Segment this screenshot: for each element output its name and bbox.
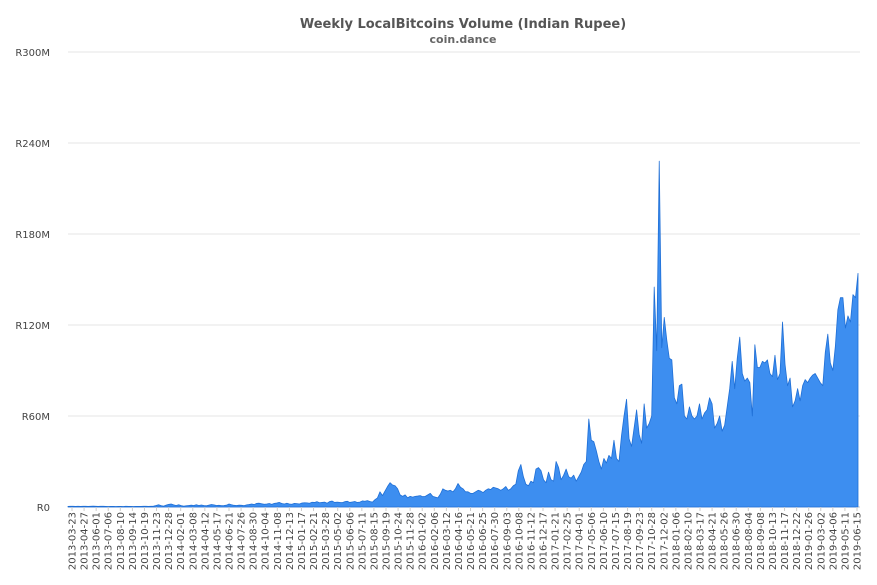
y-tick-label: R300M	[15, 48, 50, 59]
chart-title: Weekly LocalBitcoins Volume (Indian Rupe…	[300, 17, 626, 32]
x-tick-label: 2014-02-01	[176, 512, 187, 570]
x-tick-label: 2016-07-30	[490, 512, 501, 570]
x-tick-label: 2017-05-06	[587, 512, 598, 570]
x-tick-label: 2015-03-28	[321, 512, 332, 570]
x-tick-label: 2019-01-26	[804, 512, 815, 570]
x-tick-label: 2016-11-12	[526, 512, 537, 570]
y-tick-label: R60M	[22, 412, 50, 423]
x-tick-label: 2017-06-10	[599, 512, 610, 570]
x-tick-label: 2015-08-15	[369, 512, 380, 570]
x-tick-label: 2016-05-21	[466, 512, 477, 570]
x-tick-label: 2018-03-17	[696, 512, 707, 570]
x-tick-label: 2013-07-06	[104, 512, 115, 570]
x-tick-label: 2014-11-08	[273, 512, 284, 570]
x-tick-label: 2015-09-19	[382, 512, 393, 570]
chart-subtitle: coin.dance	[430, 33, 497, 46]
x-tick-label: 2014-06-21	[225, 512, 236, 570]
x-tick-label: 2015-01-17	[297, 512, 308, 570]
plot-area	[67, 160, 859, 508]
x-tick-label: 2018-02-10	[683, 512, 694, 570]
x-tick-label: 2013-03-23	[68, 512, 79, 570]
x-tick-label: 2013-04-27	[80, 512, 91, 570]
x-tick-label: 2015-07-11	[357, 512, 368, 570]
x-axis: 2013-03-23 2013-04-27 2013-06-01 2013-07-06…	[68, 507, 864, 570]
x-tick-label: 2018-06-30	[732, 512, 743, 570]
y-tick-label: R180M	[15, 230, 50, 241]
x-tick-label: 2019-06-15	[853, 512, 864, 570]
x-tick-label: 2016-12-17	[539, 512, 550, 570]
x-tick-label: 2014-12-13	[285, 512, 296, 570]
x-tick-label: 2016-09-03	[502, 512, 513, 570]
x-tick-label: 2014-08-30	[249, 512, 260, 570]
x-tick-label: 2018-04-21	[708, 512, 719, 570]
x-tick-label: 2013-09-14	[128, 512, 139, 570]
x-tick-label: 2015-10-24	[394, 512, 405, 570]
x-tick-label: 2016-10-08	[514, 512, 525, 570]
y-axis: R0 R60M R120M R180M R240M R300M	[15, 48, 50, 514]
y-tick-label: R0	[37, 503, 50, 514]
x-tick-label: 2019-03-02	[816, 512, 827, 570]
x-tick-label: 2017-04-01	[575, 512, 586, 570]
x-tick-label: 2013-08-10	[116, 512, 127, 570]
x-tick-label: 2018-01-06	[671, 512, 682, 570]
x-tick-label: 2018-10-13	[768, 512, 779, 570]
x-tick-label: 2014-10-04	[261, 512, 272, 570]
x-tick-label: 2015-05-02	[333, 512, 344, 570]
series-area	[67, 160, 859, 508]
x-tick-label: 2015-06-06	[345, 512, 356, 570]
x-tick-label: 2016-04-16	[454, 512, 465, 570]
x-tick-label: 2016-02-06	[430, 512, 441, 570]
x-tick-label: 2018-11-17	[780, 512, 791, 570]
x-tick-label: 2013-11-23	[152, 512, 163, 570]
x-tick-label: 2016-06-25	[478, 512, 489, 570]
x-tick-label: 2019-04-06	[828, 512, 839, 570]
x-tick-label: 2013-06-01	[92, 512, 103, 570]
x-tick-label: 2018-09-08	[756, 512, 767, 570]
x-tick-label: 2014-03-08	[188, 512, 199, 570]
x-tick-label: 2017-07-15	[611, 512, 622, 570]
x-tick-label: 2016-01-02	[418, 512, 429, 570]
x-tick-label: 2018-08-04	[744, 512, 755, 570]
x-tick-label: 2013-12-28	[164, 512, 175, 570]
x-tick-label: 2017-10-28	[647, 512, 658, 570]
x-tick-label: 2015-11-28	[406, 512, 417, 570]
x-tick-label: 2017-01-21	[551, 512, 562, 570]
x-tick-label: 2013-10-19	[140, 512, 151, 570]
x-tick-label: 2017-09-23	[635, 512, 646, 570]
x-tick-label: 2014-07-26	[237, 512, 248, 570]
x-tick-label: 2018-12-22	[792, 512, 803, 570]
y-tick-label: R240M	[15, 139, 50, 150]
x-tick-label: 2016-03-12	[442, 512, 453, 570]
y-tick-label: R120M	[15, 321, 50, 332]
x-tick-label: 2017-12-02	[659, 512, 670, 570]
x-tick-label: 2015-02-21	[309, 512, 320, 570]
x-tick-label: 2014-04-12	[200, 512, 211, 570]
x-tick-label: 2017-02-25	[563, 512, 574, 570]
x-tick-label: 2014-05-17	[212, 512, 223, 570]
x-tick-label: 2019-05-11	[840, 512, 851, 570]
x-tick-label: 2018-05-26	[720, 512, 731, 570]
x-tick-label: 2017-08-19	[623, 512, 634, 570]
